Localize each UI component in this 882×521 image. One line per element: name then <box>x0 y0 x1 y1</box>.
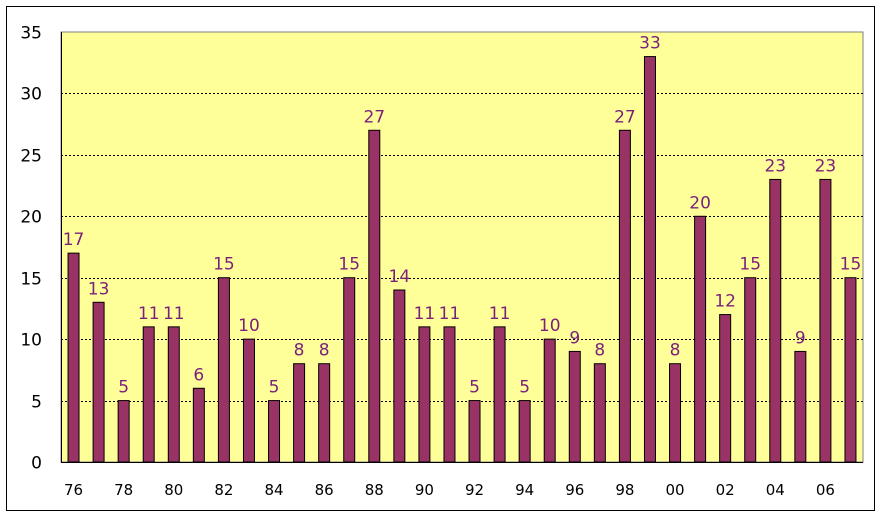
data-label: 11 <box>163 304 185 324</box>
data-label: 11 <box>414 304 436 324</box>
data-label: 11 <box>439 304 461 324</box>
bar-77 <box>92 301 105 463</box>
bar-98 <box>618 129 631 463</box>
bar-89 <box>393 289 406 463</box>
data-label: 12 <box>714 292 736 312</box>
x-tick-label: 82 <box>214 481 233 499</box>
bar-00 <box>669 363 682 463</box>
plot-area <box>60 31 864 463</box>
y-tick-label: 35 <box>20 24 42 44</box>
data-label: 17 <box>63 230 85 250</box>
data-label: 33 <box>639 34 661 54</box>
bar-02 <box>719 314 732 463</box>
bar-05 <box>794 350 807 463</box>
data-label: 9 <box>795 328 806 348</box>
data-label: 23 <box>764 156 786 176</box>
bar-86 <box>318 363 331 463</box>
bar-06 <box>819 178 832 463</box>
y-tick-label: 20 <box>20 208 42 228</box>
data-label: 8 <box>670 341 681 361</box>
y-tick-label: 10 <box>20 331 42 351</box>
bar-01 <box>694 215 707 463</box>
data-label: 8 <box>319 341 330 361</box>
data-label: 8 <box>294 341 305 361</box>
x-tick-label: 04 <box>766 481 785 499</box>
data-label: 27 <box>614 107 636 127</box>
bar-99 <box>643 56 656 463</box>
data-label: 23 <box>815 156 837 176</box>
data-label: 20 <box>689 193 711 213</box>
bar-88 <box>368 129 381 463</box>
x-tick-label: 80 <box>164 481 183 499</box>
data-label: 5 <box>469 378 480 398</box>
y-tick-label: 30 <box>20 85 42 105</box>
bar-95 <box>543 338 556 463</box>
bar-82 <box>217 277 230 463</box>
y-axis-tick-labels: 0 5 10 15 20 25 30 35 <box>20 24 42 474</box>
y-tick-label: 5 <box>31 393 42 413</box>
bar-79 <box>142 326 155 463</box>
x-tick-label: 98 <box>615 481 634 499</box>
x-tick-label: 76 <box>64 481 83 499</box>
x-tick-label: 96 <box>565 481 584 499</box>
bar-93 <box>493 326 506 463</box>
data-label: 5 <box>269 378 280 398</box>
x-tick-label: 92 <box>465 481 484 499</box>
bar-04 <box>769 178 782 463</box>
data-label: 8 <box>594 341 605 361</box>
y-tick-label: 25 <box>20 147 42 167</box>
x-tick-label: 90 <box>415 481 434 499</box>
bar-92 <box>468 400 481 463</box>
bar-87 <box>343 277 356 463</box>
bar-80 <box>167 326 180 463</box>
bar-85 <box>293 363 306 463</box>
x-tick-label: 00 <box>665 481 684 499</box>
x-tick-label: 94 <box>515 481 534 499</box>
x-tick-label: 06 <box>816 481 835 499</box>
bar-83 <box>242 338 255 463</box>
data-label: 15 <box>213 255 235 275</box>
bar-03 <box>744 277 757 463</box>
data-label: 10 <box>238 316 260 336</box>
data-label: 15 <box>840 255 862 275</box>
data-label: 5 <box>519 378 530 398</box>
bar-76 <box>67 252 80 463</box>
bars <box>67 56 857 463</box>
data-label: 13 <box>88 279 110 299</box>
bar-81 <box>192 387 205 463</box>
bar-84 <box>268 400 281 463</box>
data-label: 14 <box>389 267 411 287</box>
bar-91 <box>443 326 456 463</box>
data-label: 6 <box>193 365 204 385</box>
x-axis-tick-labels: 76 78 80 82 84 86 88 90 92 94 96 98 00 02 04 06 <box>64 481 835 499</box>
data-label: 5 <box>118 378 129 398</box>
bar-07 <box>844 277 857 463</box>
x-tick-label: 88 <box>365 481 384 499</box>
y-tick-label: 15 <box>20 270 42 290</box>
data-label: 11 <box>138 304 160 324</box>
data-label: 9 <box>569 328 580 348</box>
bar-90 <box>418 326 431 463</box>
data-label: 27 <box>363 107 385 127</box>
bar-78 <box>117 400 130 463</box>
x-tick-label: 86 <box>315 481 334 499</box>
y-tick-label: 0 <box>31 454 42 474</box>
bar-94 <box>518 400 531 463</box>
data-label: 10 <box>539 316 561 336</box>
x-tick-label: 02 <box>716 481 735 499</box>
x-tick-label: 84 <box>264 481 283 499</box>
data-label: 15 <box>739 255 761 275</box>
bar-96 <box>568 350 581 463</box>
data-label: 15 <box>338 255 360 275</box>
x-tick-label: 78 <box>114 481 133 499</box>
bar-97 <box>593 363 606 463</box>
data-label: 11 <box>489 304 511 324</box>
